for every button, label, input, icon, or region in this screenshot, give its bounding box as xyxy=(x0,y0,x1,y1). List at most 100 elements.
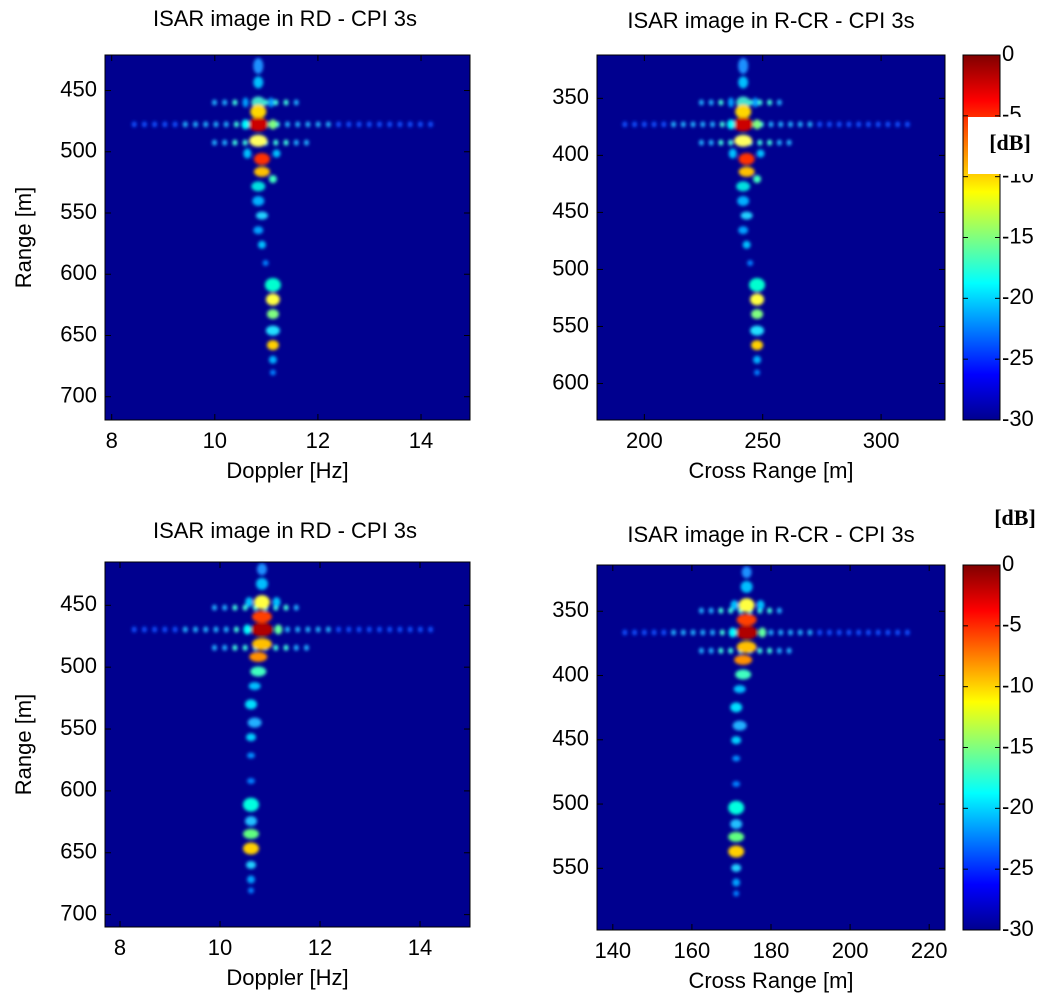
image-speckle xyxy=(283,604,289,611)
image-blob xyxy=(243,828,259,839)
image-speckle xyxy=(213,121,219,128)
image-speckle xyxy=(293,644,299,651)
image-speckle xyxy=(417,121,423,128)
y-tick-label: 450 xyxy=(60,76,97,101)
image-speckle xyxy=(336,626,342,633)
image-blob xyxy=(756,149,765,158)
image-blob xyxy=(728,627,737,638)
image-speckle xyxy=(885,121,891,128)
y-tick-label: 450 xyxy=(552,726,589,751)
image-speckle xyxy=(698,99,704,106)
image-speckle xyxy=(710,629,716,636)
y-tick-label: 650 xyxy=(60,321,97,346)
image-speckle xyxy=(786,139,792,146)
image-speckle xyxy=(303,644,309,651)
image-blob xyxy=(269,369,276,376)
plot-title: ISAR image in R-CR - CPI 3s xyxy=(627,8,914,33)
y-tick-label: 500 xyxy=(60,138,97,163)
image-blob xyxy=(741,566,752,579)
image-speckle xyxy=(162,626,168,633)
image-speckle xyxy=(222,139,228,146)
image-blob xyxy=(740,211,753,220)
image-blob xyxy=(243,624,252,635)
image-speckle xyxy=(895,121,901,128)
image-speckle xyxy=(273,139,279,146)
image-speckle xyxy=(797,629,803,636)
image-blob xyxy=(728,831,745,842)
y-tick-label: 450 xyxy=(60,591,97,616)
plot-area xyxy=(597,55,945,420)
plot-frame xyxy=(104,561,471,928)
image-blob xyxy=(753,355,762,364)
image-blob xyxy=(251,181,266,192)
image-speckle xyxy=(232,99,238,106)
image-speckle xyxy=(223,121,229,128)
image-speckle xyxy=(728,139,734,146)
plot-title: ISAR image in RD - CPI 3s xyxy=(153,518,417,543)
image-speckle xyxy=(285,121,290,128)
image-blob xyxy=(735,625,758,640)
image-speckle xyxy=(797,121,803,128)
image-blob xyxy=(252,196,265,206)
image-speckle xyxy=(767,139,773,146)
image-speckle xyxy=(293,99,299,106)
image-blob xyxy=(253,153,270,166)
image-speckle xyxy=(172,121,178,128)
image-speckle xyxy=(366,626,372,633)
y-tick-label: 450 xyxy=(552,198,589,223)
image-speckle xyxy=(305,626,311,633)
image-speckle xyxy=(193,121,199,128)
image-speckle xyxy=(786,647,792,654)
image-speckle xyxy=(875,629,881,636)
image-blob xyxy=(728,845,745,858)
image-blob xyxy=(268,119,277,130)
x-tick-label: 14 xyxy=(408,935,432,960)
image-speckle xyxy=(641,629,647,636)
image-blob xyxy=(255,577,268,590)
image-blob xyxy=(728,800,745,815)
image-blob xyxy=(247,778,255,784)
image-blob xyxy=(246,860,256,869)
image-speckle xyxy=(651,121,657,128)
colorbar-tick-label: -25 xyxy=(1002,855,1034,880)
image-speckle xyxy=(232,644,238,651)
x-axis-label: Cross Range [m] xyxy=(688,458,853,483)
y-tick-label: 600 xyxy=(60,260,97,285)
plot-area xyxy=(597,565,945,930)
image-speckle xyxy=(875,121,881,128)
image-speckle xyxy=(417,626,423,633)
image-blob xyxy=(753,119,762,130)
image-speckle xyxy=(836,629,842,636)
image-speckle xyxy=(233,626,239,633)
image-speckle xyxy=(778,121,784,128)
image-blob xyxy=(248,117,269,132)
image-blob xyxy=(247,717,262,728)
image-speckle xyxy=(856,121,862,128)
image-blob xyxy=(736,641,757,654)
image-speckle xyxy=(807,629,813,636)
image-speckle xyxy=(212,99,217,106)
image-speckle xyxy=(817,121,823,128)
image-speckle xyxy=(708,99,714,106)
x-axis-label: Cross Range [m] xyxy=(688,968,853,993)
x-tick-label: 200 xyxy=(626,428,663,453)
image-blob xyxy=(732,878,741,887)
image-blob xyxy=(247,752,255,759)
image-blob xyxy=(250,622,273,637)
image-speckle xyxy=(718,647,724,654)
image-speckle xyxy=(222,604,228,611)
x-tick-label: 140 xyxy=(594,938,631,963)
image-speckle xyxy=(232,604,238,611)
image-speckle xyxy=(768,629,774,636)
y-tick-label: 600 xyxy=(60,777,97,802)
image-blob xyxy=(268,355,277,364)
y-tick-label: 400 xyxy=(552,141,589,166)
image-blob xyxy=(737,196,750,206)
image-speckle xyxy=(366,121,372,128)
image-blob xyxy=(754,369,761,376)
image-speckle xyxy=(295,626,301,633)
image-speckle xyxy=(776,139,782,146)
image-speckle xyxy=(757,99,763,106)
image-speckle xyxy=(203,121,209,128)
